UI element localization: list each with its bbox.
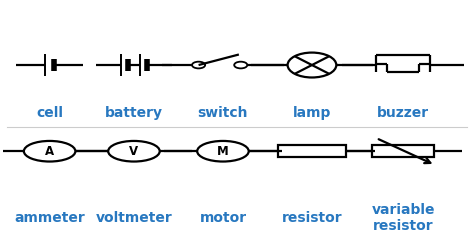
Text: V: V [129,145,138,158]
Text: battery: battery [105,106,163,120]
Text: switch: switch [198,106,248,120]
Text: cell: cell [36,106,63,120]
Text: resistor: resistor [282,211,342,225]
Text: M: M [217,145,229,158]
Text: variable
resistor: variable resistor [372,203,435,233]
Text: A: A [45,145,54,158]
Text: voltmeter: voltmeter [96,211,173,225]
Text: lamp: lamp [293,106,331,120]
Text: ammeter: ammeter [14,211,85,225]
Bar [373,145,434,158]
Text: motor: motor [200,211,246,225]
Bar [278,145,346,158]
Text: buzzer: buzzer [377,106,429,120]
